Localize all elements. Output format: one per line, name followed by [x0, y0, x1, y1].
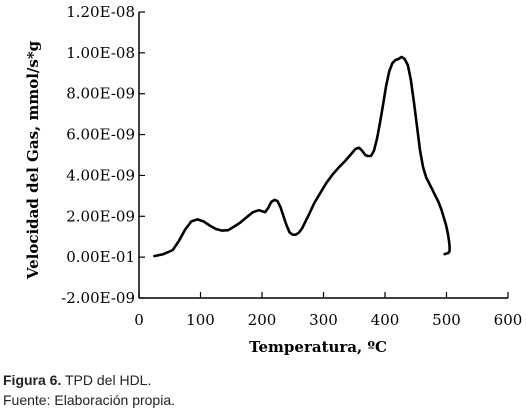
y-tick-label: 2.00E-09	[66, 207, 135, 225]
x-tick-label: 0	[134, 311, 144, 329]
figure-title: TPD del HDL.	[61, 372, 152, 388]
y-tick-label: -2.00E-09	[61, 289, 135, 307]
y-tick-label: 1.00E-08	[66, 44, 135, 62]
figure-label: Figura 6.	[3, 372, 62, 388]
x-tick-label: 400	[371, 311, 400, 329]
y-axis-title: Velocidad del Gas, mmol/s*g	[24, 40, 42, 280]
series-line-0	[153, 55, 451, 258]
y-axis-ticks: -2.00E-09 0.00E-01 2.00E-09 4.00E-09 6.00E-0…	[61, 3, 145, 307]
plot-frame	[138, 12, 508, 299]
x-axis-title: Temperatura, ºC	[249, 338, 387, 356]
tpd-chart: -2.00E-09 0.00E-01 2.00E-09 4.00E-09 6.00E-0…	[24, 3, 522, 356]
y-tick-label: 1.20E-08	[66, 3, 135, 21]
x-tick-label: 500	[432, 311, 461, 329]
y-tick-label: 4.00E-09	[66, 166, 135, 184]
x-tick-label: 200	[248, 311, 277, 329]
y-tick-label: 6.00E-09	[66, 126, 135, 144]
x-tick-label: 100	[186, 311, 215, 329]
x-tick-label: 600	[494, 311, 523, 329]
y-tick-label: 8.00E-09	[66, 85, 135, 103]
y-tick-label: 0.00E-01	[66, 248, 135, 266]
figure-source: Fuente: Elaboración propia.	[3, 392, 175, 408]
x-axis-ticks: 0 100 200 300 400 500 600	[134, 292, 522, 329]
series-layer	[153, 55, 451, 258]
x-tick-label: 300	[309, 311, 338, 329]
figure-caption: Figura 6. TPD del HDL.	[3, 372, 151, 388]
